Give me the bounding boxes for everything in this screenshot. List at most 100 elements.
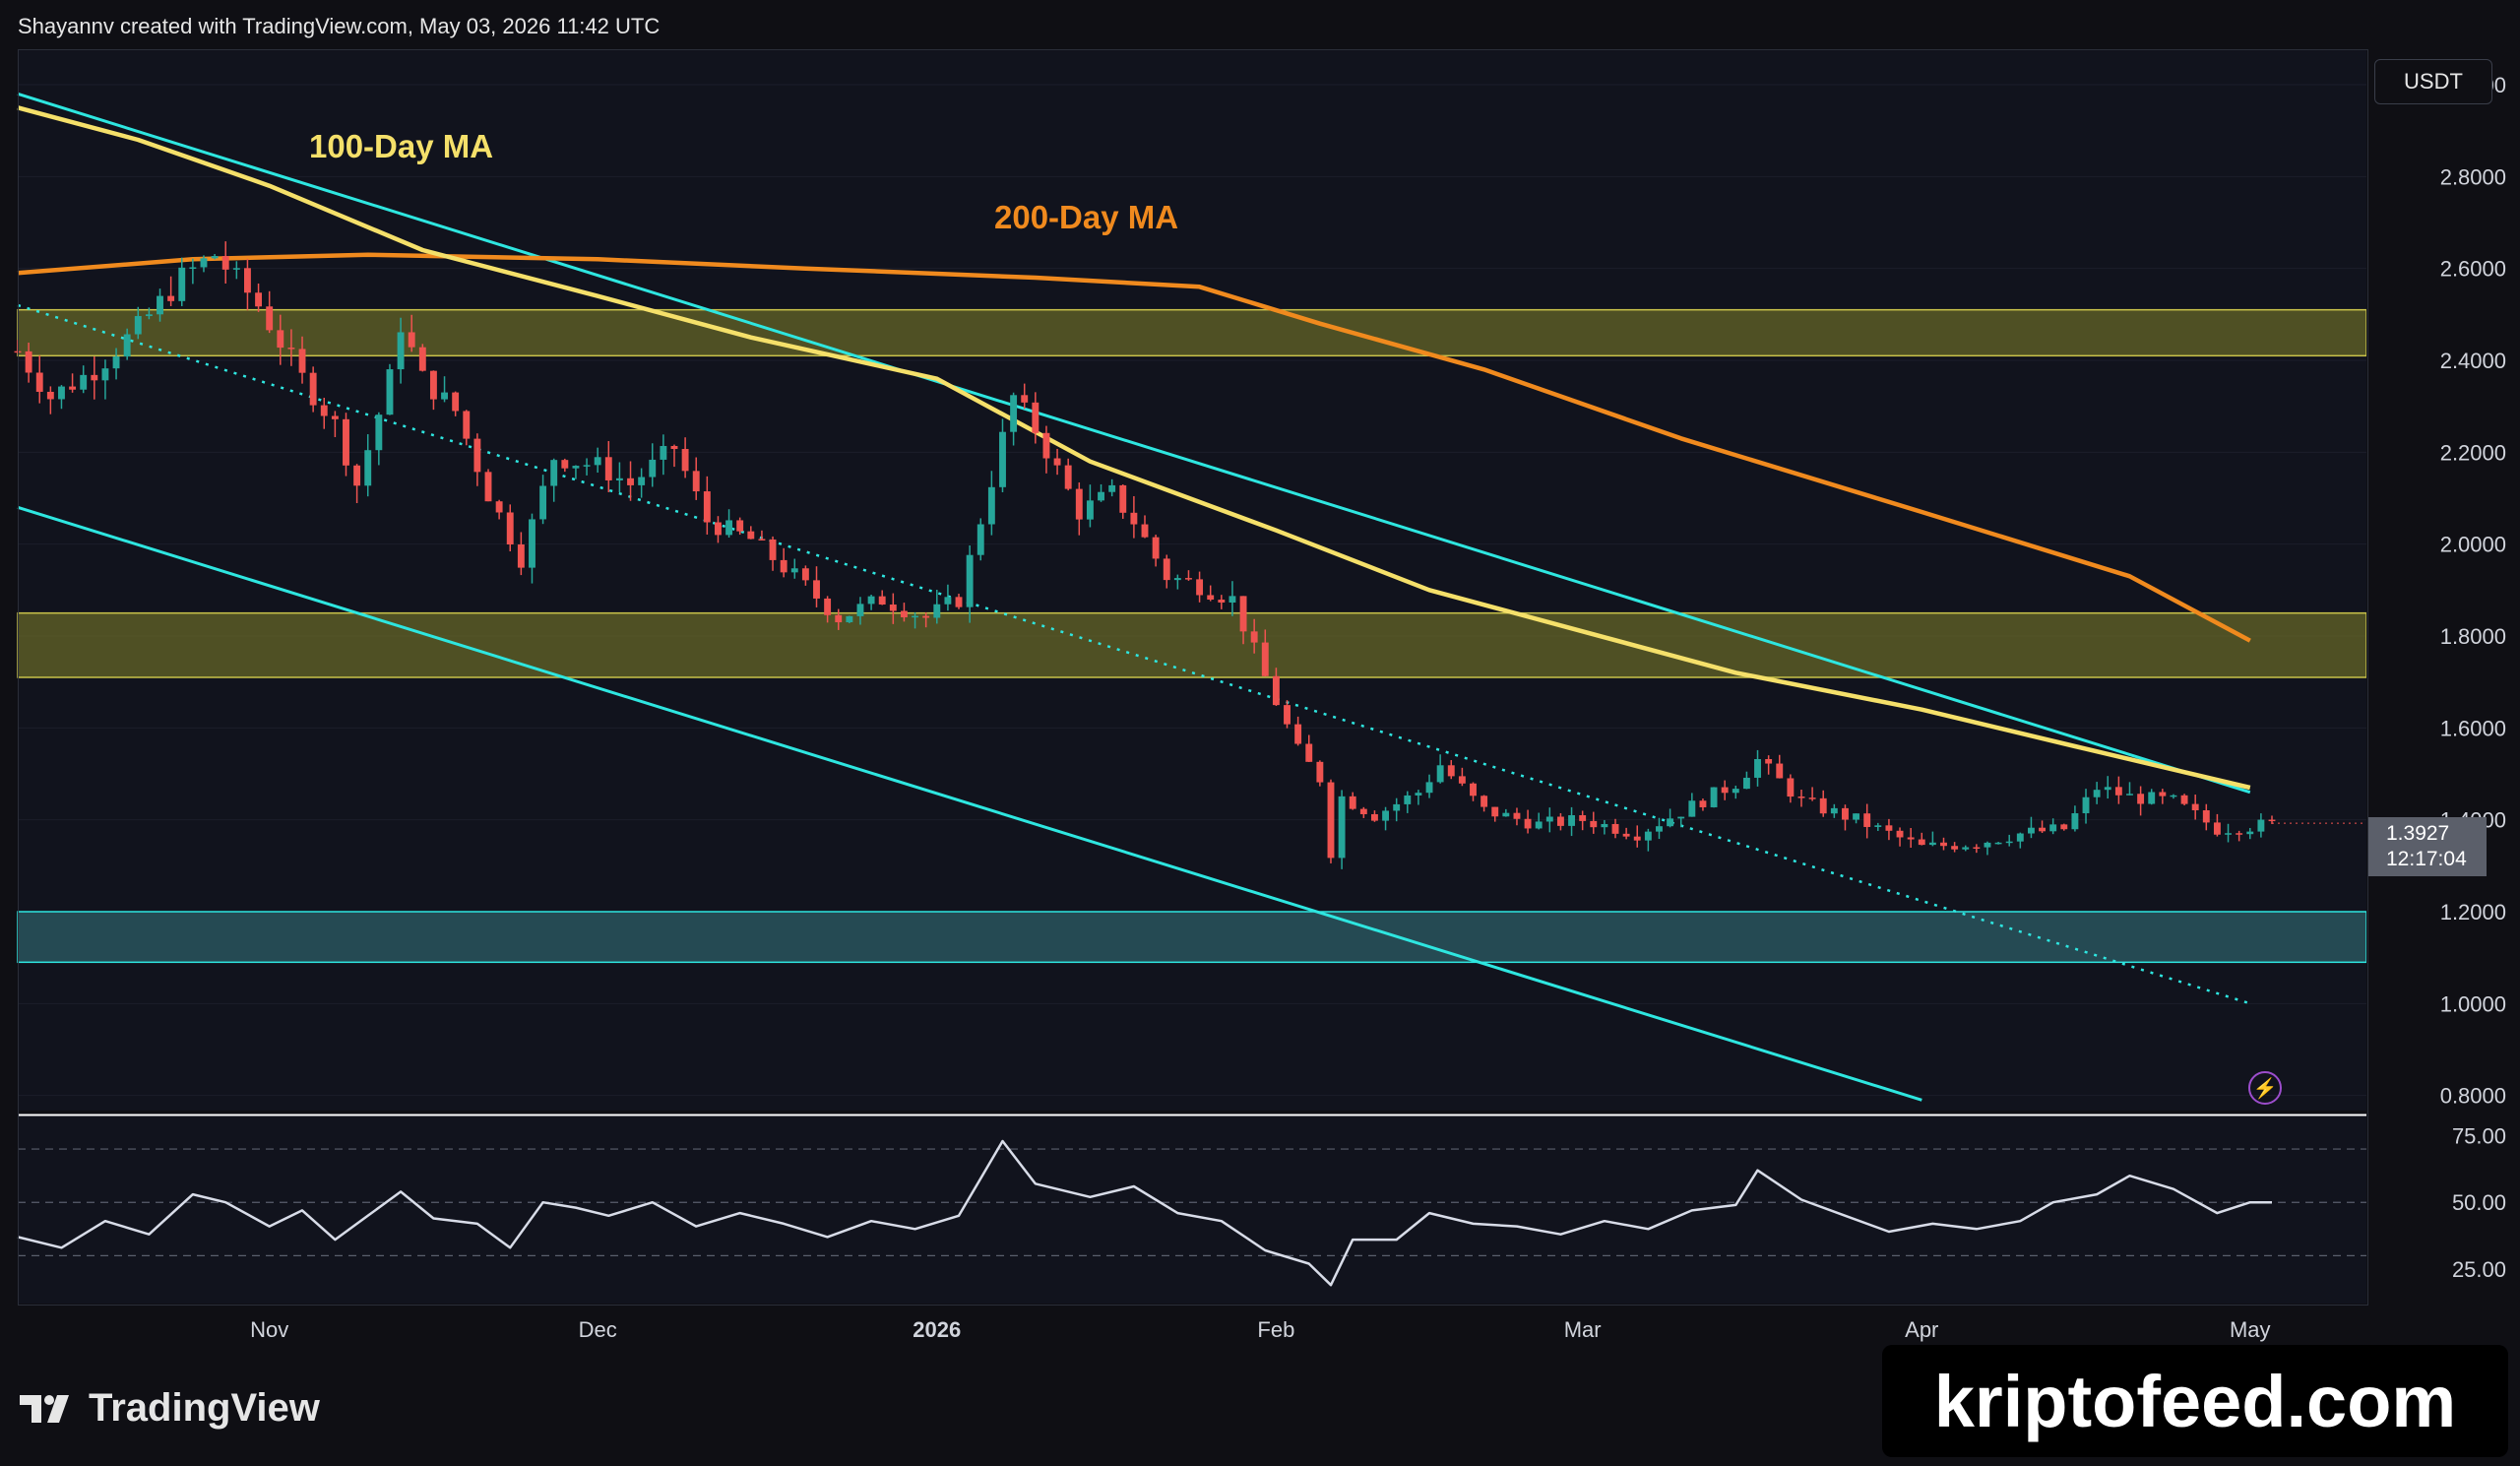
candle-body: [2027, 827, 2035, 834]
candle-body: [529, 519, 536, 568]
price-pane[interactable]: 100-Day MA 200-Day MA: [14, 49, 2367, 1111]
price-chart[interactable]: [14, 49, 2367, 1111]
rsi-axis-ticks: 25.00 50.00 75.00: [2452, 1124, 2506, 1282]
candle-body: [1622, 833, 1630, 837]
candle-body: [1075, 488, 1083, 520]
channel-lower-line: [17, 505, 1922, 1102]
lightning-icon[interactable]: ⚡: [2248, 1071, 2282, 1105]
candle-body: [2213, 822, 2221, 835]
candle-body: [1962, 847, 1970, 850]
candle-body: [189, 267, 197, 269]
candle-body: [1984, 842, 1991, 848]
candle-body: [2225, 833, 2232, 835]
rsi-line: [17, 1139, 2272, 1287]
candle-body: [550, 460, 558, 486]
tradingview-logo[interactable]: TradingView: [20, 1386, 320, 1431]
zone-yellow: [17, 611, 2367, 678]
candle-body: [2191, 803, 2199, 811]
candle-body: [1415, 793, 1422, 796]
time-tick-label: Mar: [1564, 1317, 1602, 1342]
candle-body: [287, 348, 295, 350]
price-tick-label: 2.4000: [2440, 349, 2506, 373]
candle-body: [200, 258, 208, 268]
price-tick-label: 1.2000: [2440, 900, 2506, 924]
time-tick-label: Dec: [579, 1317, 617, 1342]
candle-body: [2093, 790, 2101, 797]
candle-body: [999, 431, 1006, 487]
rsi-pane[interactable]: [17, 1114, 2366, 1304]
candle-body: [1556, 816, 1564, 826]
candle-body: [649, 459, 657, 478]
candle-body: [780, 559, 788, 573]
candle-body: [889, 605, 897, 611]
candle-body: [933, 604, 941, 618]
candle-body: [1064, 465, 1072, 489]
candle-body: [2202, 810, 2210, 823]
candle-body: [1601, 823, 1608, 828]
price-axis-ticks: 0.80001.00001.20001.40001.60001.80002.00…: [2440, 73, 2506, 1109]
candle-body: [1404, 795, 1412, 804]
candle-body: [725, 520, 733, 536]
candle-body: [2159, 792, 2167, 797]
candle-body: [69, 386, 77, 390]
candle-body: [1163, 558, 1170, 581]
candle-body: [145, 314, 153, 317]
candle-body: [2071, 813, 2079, 830]
candle-body: [846, 615, 853, 623]
candle-body: [364, 450, 372, 486]
rsi-axis[interactable]: 25.00 50.00 75.00: [2366, 1115, 2520, 1304]
tradingview-logo-icon: [20, 1391, 79, 1427]
price-tick-label: 2.8000: [2440, 164, 2506, 189]
candle-body: [2268, 819, 2276, 822]
candle-body: [14, 351, 22, 353]
time-tick-label: Nov: [250, 1317, 288, 1342]
candle-body: [1436, 765, 1444, 783]
candle-body: [1470, 783, 1477, 797]
candle-body: [966, 554, 974, 607]
candle-body: [343, 418, 349, 466]
candle-body: [1173, 578, 1181, 581]
candle-body: [266, 306, 274, 331]
candle-body: [320, 405, 328, 416]
bar-countdown: 12:17:04: [2386, 848, 2467, 870]
price-axis[interactable]: 0.80001.00001.20001.40001.60001.80002.00…: [2366, 49, 2520, 1111]
candle-body: [1742, 777, 1750, 790]
candle-body: [1808, 797, 1816, 799]
candle-body: [1907, 837, 1915, 840]
candle-body: [2060, 824, 2068, 830]
candle-body: [2016, 833, 2024, 842]
candle-body: [157, 295, 163, 315]
candle-body: [1218, 600, 1226, 603]
candle-body: [1853, 813, 1860, 820]
candle-body: [2005, 841, 2013, 844]
candle-body: [429, 370, 437, 400]
candle-body: [80, 374, 88, 390]
candle-body: [397, 332, 405, 370]
candle-body: [1458, 776, 1466, 784]
time-axis[interactable]: Nov Dec 2026 Feb Mar Apr May: [18, 1304, 2366, 1351]
time-tick-label: May: [2230, 1317, 2271, 1342]
candle-body: [1108, 484, 1116, 492]
candle-body: [2114, 787, 2122, 796]
candle-body: [1611, 823, 1619, 834]
candle-body: [1021, 395, 1029, 403]
price-tick-label: 1.6000: [2440, 716, 2506, 740]
candle-body: [1633, 836, 1641, 841]
candle-body: [46, 391, 54, 400]
candle-body: [1042, 432, 1050, 459]
candle-body: [944, 597, 952, 605]
rsi-chart[interactable]: [17, 1114, 2366, 1304]
candle-body: [244, 268, 251, 293]
candle-body: [900, 610, 908, 617]
candle-body: [2082, 797, 2090, 814]
candle-body: [1830, 807, 1838, 814]
watermark: kriptofeed.com: [1882, 1345, 2508, 1457]
candle-body: [2257, 819, 2265, 832]
tradingview-wordmark: TradingView: [89, 1386, 320, 1430]
candle-body: [309, 372, 317, 406]
candle-body: [1250, 631, 1258, 643]
currency-button[interactable]: USDT: [2374, 59, 2492, 104]
channel-upper-line: [17, 92, 2251, 795]
candle-body: [692, 471, 700, 492]
candle-body: [101, 368, 109, 381]
